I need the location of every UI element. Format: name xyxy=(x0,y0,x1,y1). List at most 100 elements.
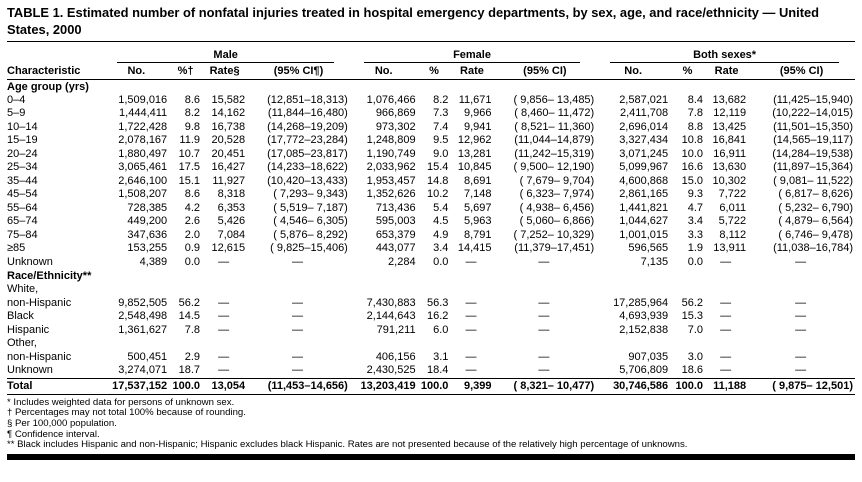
table-cell: 973,302 xyxy=(375,120,416,133)
table-cell: 10.7 xyxy=(178,147,201,160)
table-cell: 596,565 xyxy=(628,242,669,255)
table-row: 55–64 728,385 4.2 6,353 ( 5,519– 7,187) 713,4… xyxy=(7,202,855,216)
table-cell: 2,548,498 xyxy=(118,310,168,323)
table-cell: 966,869 xyxy=(375,107,416,120)
footnote: ¶ Confidence interval. xyxy=(7,428,100,440)
table-cell: 1,441,821 xyxy=(619,201,669,214)
table-cell: 10,302 xyxy=(712,174,747,187)
table-cell: 1,953,457 xyxy=(366,174,416,187)
column-header: Rate§ xyxy=(202,62,248,80)
table-row: 65–74 449,200 2.6 5,426 ( 4,546– 6,305) 595,0… xyxy=(7,215,855,229)
table-cell: 8.8 xyxy=(687,120,704,133)
table-cell: 56.2 xyxy=(681,296,704,309)
table-row: 15–19 2,078,167 11.9 20,528 (17,772–23,284) 1… xyxy=(7,134,855,148)
section-header-row: Race/Ethnicity** xyxy=(7,269,855,283)
table-row: 10–14 1,722,428 9.8 16,738 (14,268–19,209) 97… xyxy=(7,121,855,135)
table-cell: — xyxy=(720,364,732,377)
characteristic-header: Characteristic xyxy=(7,62,104,80)
table-cell: 4.5 xyxy=(433,215,449,228)
table-cell: 15.0 xyxy=(681,174,704,187)
table-cell: ( 7,293– 9,343) xyxy=(273,188,348,201)
table-row: Black 2,548,498 14.5 — — 2,144,643 16.2 — — 4,693… xyxy=(7,310,855,324)
table-cell: 3.0 xyxy=(687,350,704,363)
table-cell: ( 9,875– 12,501) xyxy=(748,377,855,395)
table-cell: 12,615 xyxy=(211,242,246,255)
table-cell xyxy=(748,337,855,351)
table-cell: ( 6,817– 8,626) xyxy=(778,188,853,201)
table-cell: 2,078,167 xyxy=(118,134,168,147)
table-cell: ( 5,876– 8,292) xyxy=(273,228,348,241)
table-cell: 2,284 xyxy=(388,255,416,268)
table-cell: 7.3 xyxy=(433,107,449,120)
table-cell: — xyxy=(795,296,807,309)
row-label: ≥85 xyxy=(7,242,26,255)
column-header: %† xyxy=(169,62,203,80)
table-cell: ( 5,519– 7,187) xyxy=(273,201,348,214)
table-cell: 9.0 xyxy=(433,147,449,160)
group-header-male: Male xyxy=(103,42,349,63)
table-cell: ( 4,879– 6,564) xyxy=(778,215,853,228)
table-cell: — xyxy=(720,255,732,268)
table-cell: 7,430,883 xyxy=(366,296,416,309)
row-label: 45–54 xyxy=(7,188,38,201)
table-cell: 449,200 xyxy=(127,215,168,228)
table-cell: 9,941 xyxy=(464,120,492,133)
table-cell: (14,284–19,538) xyxy=(772,147,853,160)
row-label: 75–84 xyxy=(7,228,38,241)
table-cell: 5,963 xyxy=(464,215,492,228)
table-row: 25–34 3,065,461 17.5 16,427 (14,233–18,622) 2… xyxy=(7,161,855,175)
table-cell: ( 4,546– 6,305) xyxy=(273,215,348,228)
table-cell: 5,697 xyxy=(464,201,492,214)
table-cell: 595,003 xyxy=(375,215,416,228)
table-cell: 2,144,643 xyxy=(366,310,416,323)
table-cell: 1,044,627 xyxy=(619,215,669,228)
table-cell: 14.8 xyxy=(427,174,449,187)
table-cell: (11,242–15,319) xyxy=(514,147,595,160)
table-cell: 5,722 xyxy=(718,215,747,228)
table-cell: (11,044–14,879) xyxy=(514,134,595,147)
table-cell: 11,927 xyxy=(212,174,246,187)
footnote: ** Black includes Hispanic and non-Hispa… xyxy=(7,439,688,451)
table-cell: 20,451 xyxy=(211,147,246,160)
footnote: † Percentages may not total 100% because… xyxy=(7,407,246,419)
table-cell: — xyxy=(218,296,230,309)
column-header-row: Characteristic No. %† Rate§ (95% CI¶) No.% Rat… xyxy=(7,62,855,80)
table-cell: ( 6,746– 9,478) xyxy=(778,228,853,241)
group-header-spacer xyxy=(7,42,103,63)
table-row: non-Hispanic 9,852,505 56.2 — — 7,430,883 56.3… xyxy=(7,297,855,311)
row-label: 10–14 xyxy=(7,120,38,133)
bottom-rule xyxy=(7,454,855,461)
table-cell xyxy=(103,337,169,351)
table-cell: 4,600,868 xyxy=(619,174,669,187)
table-cell: 443,077 xyxy=(375,242,416,255)
table-cell: ( 9,500– 12,190) xyxy=(513,161,595,174)
table-cell xyxy=(705,283,748,297)
table-cell: — xyxy=(218,310,230,323)
table-cell: ( 6,323– 7,974) xyxy=(519,188,595,201)
row-label: 20–24 xyxy=(7,147,38,160)
table-cell: 1,508,207 xyxy=(118,188,168,201)
table-cell: 16,738 xyxy=(211,120,246,133)
table-cell: 18.6 xyxy=(681,364,704,377)
row-label: Unknown xyxy=(7,255,53,268)
table-cell: 14,415 xyxy=(457,242,492,255)
table-cell: (14,268–19,209) xyxy=(267,120,348,133)
table-cell: 5.4 xyxy=(433,201,449,214)
table-cell: 15,582 xyxy=(211,93,246,106)
row-label: 0–4 xyxy=(7,93,26,106)
table-cell: 3.1 xyxy=(433,350,449,363)
table-cell: 1,509,016 xyxy=(118,93,168,106)
table-cell: 4.2 xyxy=(184,201,201,214)
table-cell: 15.4 xyxy=(427,161,449,174)
table-cell: 2,033,962 xyxy=(366,161,416,174)
table-cell: 56.3 xyxy=(427,296,449,309)
row-label: Total xyxy=(7,377,104,395)
injuries-table: Male Female Both sexes* Characteristic No. %†… xyxy=(7,42,855,395)
table-cell: 13,281 xyxy=(457,147,492,160)
mmwr-table-page: TABLE 1. Estimated number of nonfatal in… xyxy=(7,5,855,461)
table-cell: 8.6 xyxy=(184,93,201,106)
table-cell: — xyxy=(292,255,303,268)
table-cell: 8,691 xyxy=(464,174,492,187)
table-cell: — xyxy=(465,364,477,377)
table-row: ≥85 153,255 0.9 12,615 ( 9,825–15,406) 443,07… xyxy=(7,242,855,256)
